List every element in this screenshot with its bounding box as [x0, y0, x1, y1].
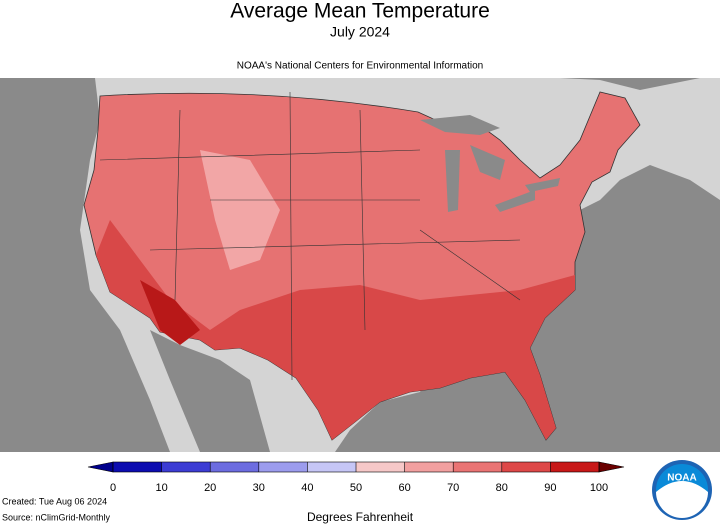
colorbar-tick-label: 70: [447, 482, 459, 494]
noaa-logo: NOAA: [652, 460, 712, 520]
colorbar-segment: [404, 462, 454, 472]
colorbar-tick-label: 60: [398, 482, 410, 494]
over-triangle: [598, 461, 625, 473]
colorbar: 0 10 20 30 40 50 60 70 80 90 100: [87, 461, 625, 494]
colorbar-segment: [307, 462, 356, 472]
colorbar-segment: [210, 462, 259, 472]
colorbar-segment: [113, 462, 162, 472]
hottest-desert: [140, 280, 200, 345]
colorbar-segment: [501, 462, 551, 472]
colorbar-tick-label: 20: [204, 482, 216, 494]
cool-rockies: [200, 150, 280, 270]
colorbar-tick-label: 30: [253, 482, 265, 494]
colorbar-tick-label: 90: [544, 482, 556, 494]
map: [0, 78, 720, 452]
great-lakes: [420, 115, 560, 212]
colorbar-tick-label: 0: [110, 482, 116, 494]
colorbar-tick-label: 80: [496, 482, 508, 494]
agency: NOAA's National Centers for Environmenta…: [237, 61, 483, 72]
colorbar-tick-label: 40: [301, 482, 313, 494]
colorbar-tick-label: 100: [590, 482, 608, 494]
colorbar-segment: [258, 462, 308, 472]
logo-text: NOAA: [667, 473, 696, 484]
colorbar-segment: [161, 462, 211, 472]
colorbar-tick-label: 50: [350, 482, 362, 494]
title: Average Mean Temperature: [230, 0, 490, 23]
colorbar-segment: [550, 462, 599, 472]
colorbar-segment: [453, 462, 502, 472]
logo-gull: [656, 481, 708, 518]
state-lines: [99, 91, 521, 381]
source-note: Source: nClimGrid-Monthly: [2, 512, 111, 522]
colorbar-tick-label: 10: [155, 482, 167, 494]
under-triangle: [87, 461, 114, 473]
colorbar-label: Degrees Fahrenheit: [307, 510, 414, 524]
hot-south: [96, 220, 575, 440]
subtitle: July 2024: [330, 24, 390, 40]
created-note: Created: Tue Aug 06 2024: [2, 496, 107, 506]
colorbar-segment: [356, 462, 405, 472]
